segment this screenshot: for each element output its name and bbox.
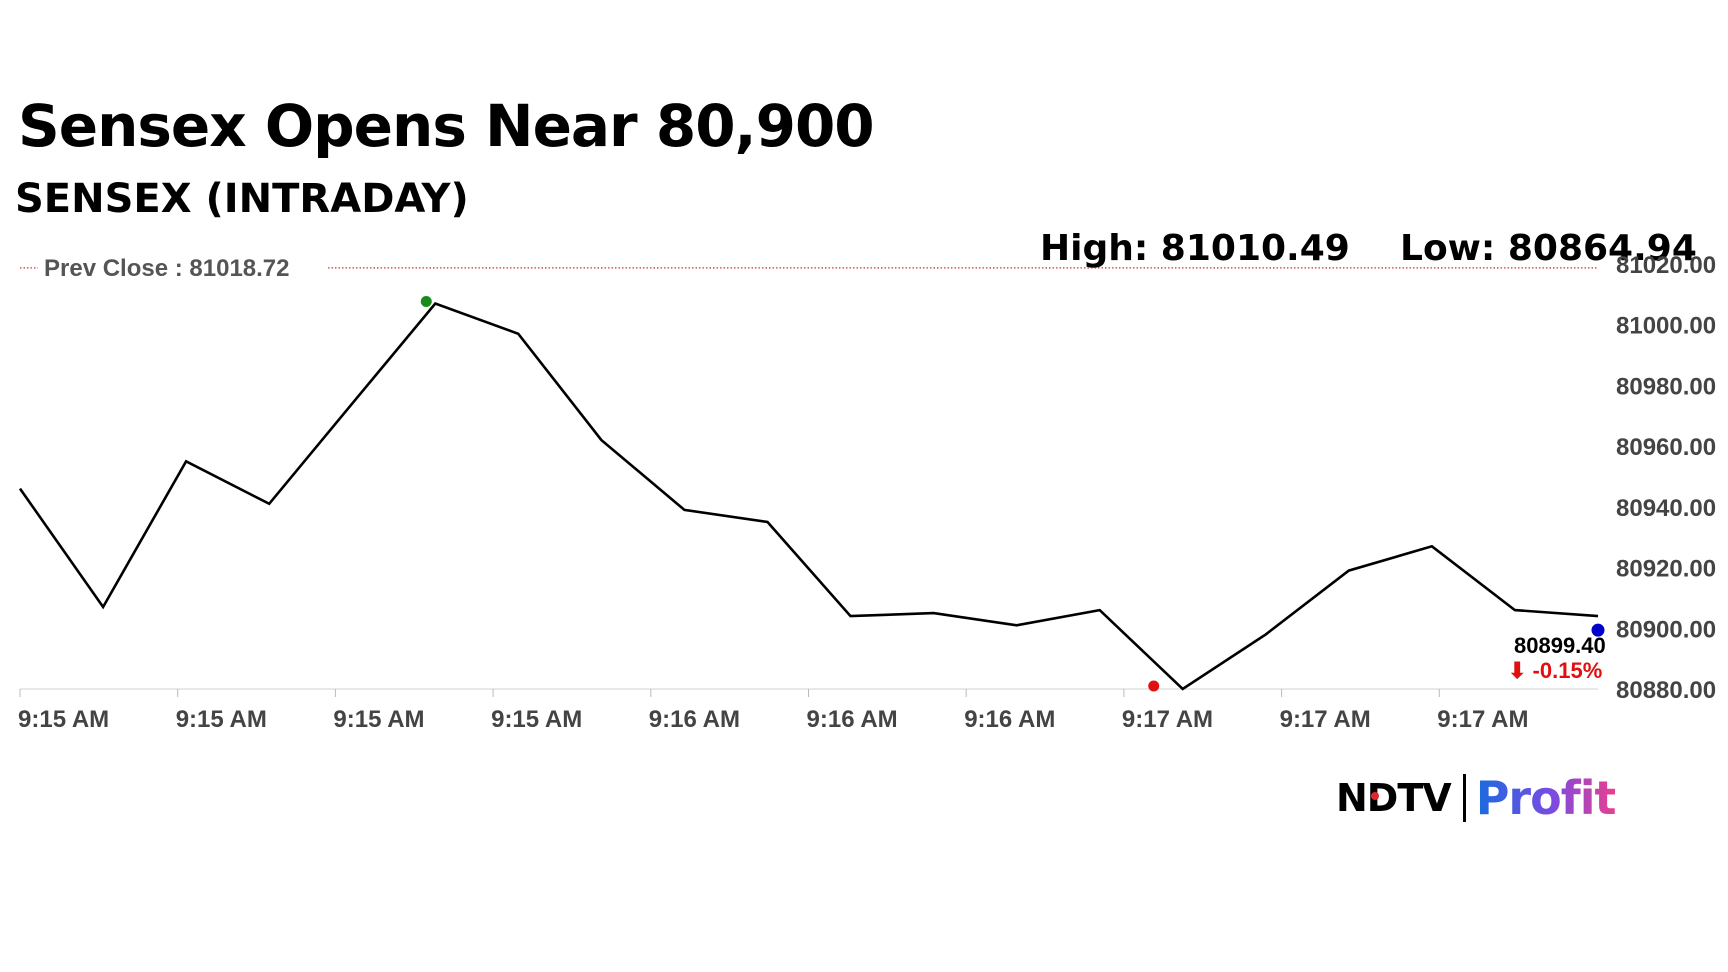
- high-value: High: 81010.49: [1040, 228, 1350, 269]
- x-tick-label: 9:15 AM: [18, 706, 109, 733]
- prev-close-label: Prev Close : 81018.72: [44, 255, 290, 282]
- logo-separator: [1462, 774, 1466, 822]
- change-percent-label: ⬇ -0.15%: [1508, 658, 1602, 683]
- x-tick-label: 9:15 AM: [333, 706, 424, 733]
- y-tick-label: 80940.00: [1616, 495, 1716, 522]
- x-tick-label: 9:17 AM: [1122, 706, 1213, 733]
- sensex-series-line: [18, 301, 1599, 691]
- last-value-marker: [1591, 623, 1605, 637]
- y-tick-label: 80880.00: [1616, 677, 1716, 704]
- low-value: Low: 80864.94: [1400, 228, 1697, 269]
- x-tick-label: 9:16 AM: [807, 706, 898, 733]
- x-tick-label: 9:15 AM: [176, 706, 267, 733]
- y-tick-label: 80980.00: [1616, 373, 1716, 400]
- ndtv-wordmark: NDTV: [1336, 776, 1452, 820]
- low-marker: [1148, 680, 1160, 692]
- high-marker: [420, 295, 432, 307]
- x-tick-label: 9:15 AM: [491, 706, 582, 733]
- headline: Sensex Opens Near 80,900: [18, 92, 875, 160]
- y-tick-label: 80900.00: [1616, 616, 1716, 643]
- x-tick-label: 9:16 AM: [964, 706, 1055, 733]
- x-tick-label: 9:17 AM: [1437, 706, 1528, 733]
- y-tick-label: 81020.00: [1616, 252, 1716, 279]
- ndtv-profit-logo: NDTV Profit: [1336, 770, 1617, 826]
- x-tick-label: 9:17 AM: [1280, 706, 1371, 733]
- prev-close-label-bg: [38, 251, 328, 284]
- y-tick-label: 80920.00: [1616, 556, 1716, 583]
- chart-subtitle: SENSEX (INTRADAY): [15, 176, 469, 222]
- y-tick-label: 81000.00: [1616, 313, 1716, 340]
- x-tick-label: 9:16 AM: [649, 706, 740, 733]
- last-value-label: 80899.40: [1514, 633, 1606, 658]
- logo-dot: [1371, 792, 1379, 800]
- y-tick-label: 80960.00: [1616, 434, 1716, 461]
- profit-wordmark: Profit: [1475, 771, 1617, 825]
